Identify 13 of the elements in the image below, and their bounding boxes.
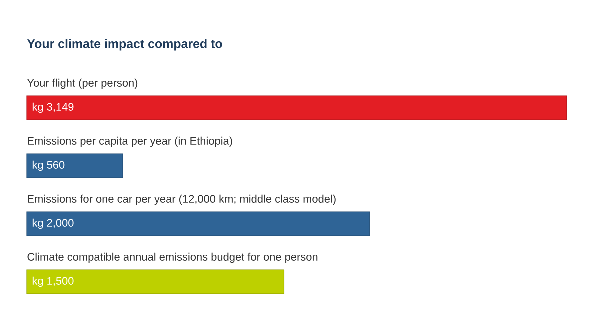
data-label: kg 3,149 [32, 102, 74, 114]
chart-title: Your climate impact compared to [27, 39, 222, 51]
data-label: kg 2,000 [32, 218, 74, 230]
data-label: kg 560 [32, 160, 65, 172]
bar [26, 96, 568, 120]
data-label: kg 1,500 [32, 276, 74, 288]
bar [26, 212, 370, 236]
y-tick-label: Climate compatible annual emissions budget for one person [28, 252, 318, 264]
y-tick-label: Emissions per capita per year (in Ethiopia) [28, 136, 232, 148]
y-tick-label: Emissions for one car per year (12,000 km; middle class model) [28, 194, 336, 206]
y-tick-label: Your flight (per person) [27, 78, 138, 90]
bar [26, 154, 124, 178]
bar [26, 270, 285, 294]
